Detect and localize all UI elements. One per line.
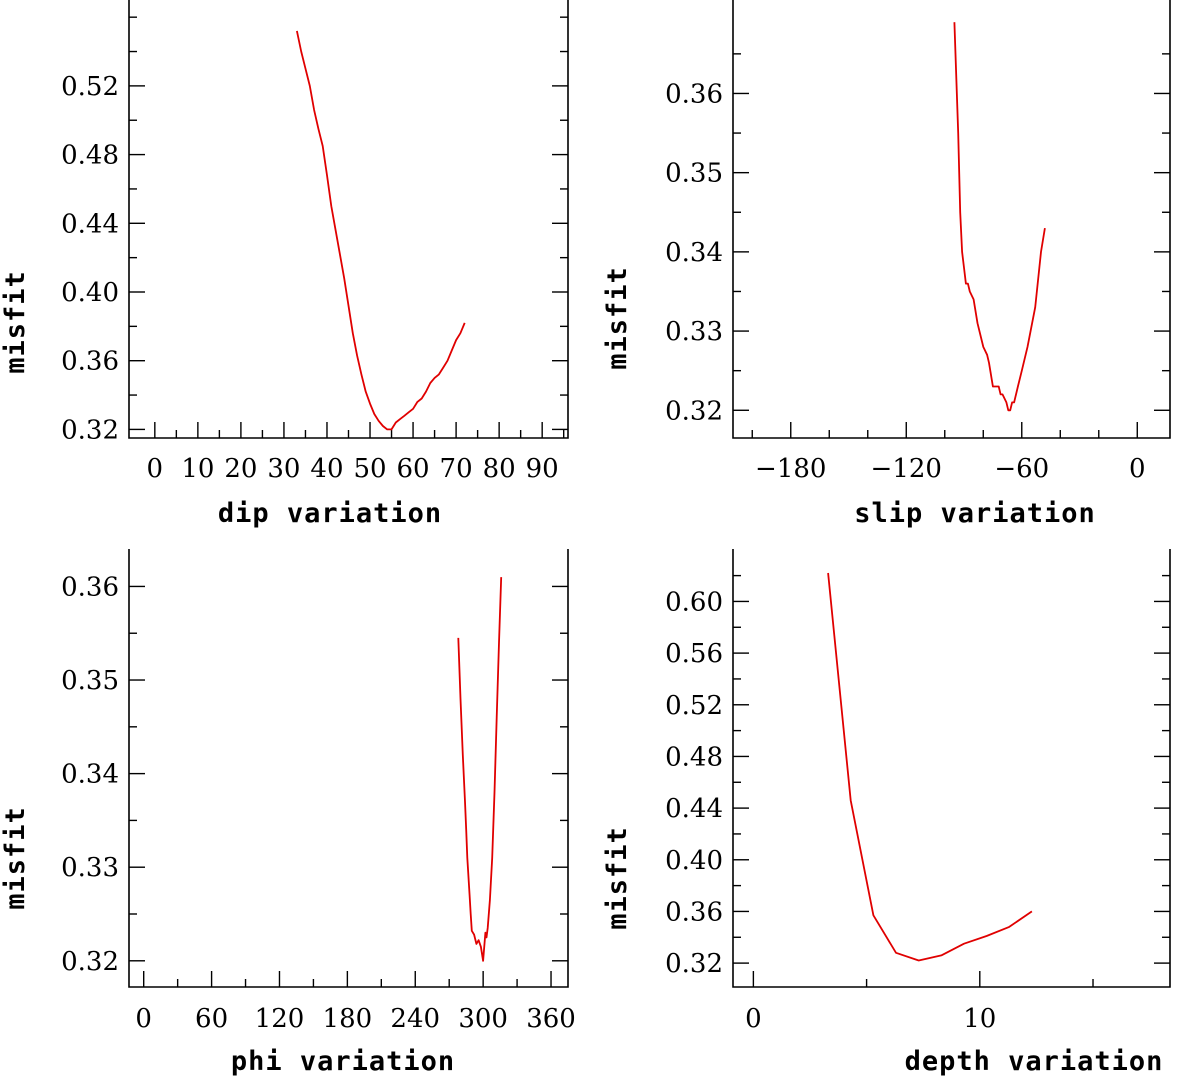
chart-1-y-axis-title: misfit	[602, 266, 633, 370]
chart-1-y-tick-label: 0.32	[665, 396, 723, 426]
chart-3-x-axis-title: depth variation	[905, 1046, 1164, 1077]
chart-0-y-tick-label: 0.32	[61, 415, 119, 445]
chart-0-x-tick-label: 70	[440, 454, 473, 484]
chart-3-y-tick-label: 0.40	[665, 846, 723, 876]
chart-3-y-tick-label: 0.48	[665, 742, 723, 772]
chart-0-x-tick-label: 60	[397, 454, 430, 484]
chart-0-series-line	[296, 30, 466, 431]
chart-1-x-tick-label: −60	[994, 454, 1049, 484]
chart-1-y-tick-label: 0.36	[665, 79, 723, 109]
chart-0-x-tick-label: 10	[181, 454, 214, 484]
dip-panel: 0 10 20 30 40 50 60 70 80 90 0.32 0.36 0.40 0.44 0.48 0…	[0, 0, 569, 529]
chart-0-y-tick-label: 0.36	[61, 347, 119, 377]
chart-3-x-tick-label: 0	[745, 1004, 762, 1034]
chart-3-series-line	[827, 572, 1033, 962]
chart-1-x-tick-label: 0	[1129, 454, 1146, 484]
chart-0-y-tick-label: 0.40	[61, 278, 119, 308]
chart-2-x-axis-title: phi variation	[231, 1046, 455, 1077]
chart-2-y-axis-title: misfit	[0, 806, 31, 910]
phi-panel: 0 60 120 180 240 300 360 0.32 0.33 0.34 0.35 0.36 ph…	[0, 549, 576, 1077]
chart-3-y-tick-label: 0.36	[665, 897, 723, 927]
chart-2-x-tick-label: 60	[195, 1004, 228, 1034]
chart-0-x-tick-label: 40	[310, 454, 343, 484]
chart-2-frame	[128, 549, 569, 988]
chart-1-x-tick-label: −120	[871, 454, 942, 484]
chart-2-x-tick-label: 360	[526, 1004, 576, 1034]
chart-2-y-tick-label: 0.33	[61, 853, 119, 883]
chart-1-x-axis-title: slip variation	[854, 498, 1096, 529]
chart-0-x-tick-label: 30	[267, 454, 300, 484]
chart-0-x-tick-label: 80	[483, 454, 516, 484]
chart-1-y-tick-label: 0.35	[665, 159, 723, 189]
chart-2-y-tick-label: 0.36	[61, 572, 119, 602]
chart-2-x-tick-label: 300	[458, 1004, 508, 1034]
chart-0-y-tick-label: 0.44	[61, 209, 119, 239]
chart-2-y-tick-label: 0.32	[61, 947, 119, 977]
chart-0-x-tick-label: 20	[224, 454, 257, 484]
chart-2-x-tick-label: 0	[135, 1004, 152, 1034]
chart-3-y-axis-title: misfit	[602, 826, 633, 930]
chart-2-x-tick-label: 120	[255, 1004, 305, 1034]
chart-0-frame	[128, 0, 569, 439]
chart-2-x-tick-label: 180	[323, 1004, 373, 1034]
chart-2-x-tick-label: 240	[390, 1004, 440, 1034]
chart-3-y-tick-label: 0.44	[665, 794, 723, 824]
chart-0-x-tick-label: 0	[147, 454, 164, 484]
chart-0-y-tick-label: 0.48	[61, 141, 119, 171]
chart-2-y-tick-label: 0.35	[61, 666, 119, 696]
chart-0-x-axis-title: dip variation	[218, 498, 442, 529]
chart-0-x-tick-label: 90	[526, 454, 559, 484]
chart-1-x-tick-label: −180	[755, 454, 826, 484]
chart-1-y-tick-label: 0.33	[665, 317, 723, 347]
chart-2-y-tick-label: 0.34	[61, 760, 119, 790]
chart-0-y-tick-label: 0.52	[61, 72, 119, 102]
chart-1-series-line	[953, 22, 1046, 412]
chart-1-frame	[732, 0, 1171, 439]
chart-3-y-tick-label: 0.32	[665, 949, 723, 979]
slip-panel: −180 −120 −60 0 0.32 0.33 0.34 0.35 0.36 slip var…	[602, 0, 1171, 529]
chart-3-y-tick-label: 0.56	[665, 639, 723, 669]
depth-panel: 0 10 0.32 0.36 0.40 0.44 0.48 0.52 0.56 0.60 depth…	[602, 549, 1171, 1077]
chart-3-y-tick-label: 0.52	[665, 691, 723, 721]
chart-3-y-tick-label: 0.60	[665, 587, 723, 617]
chart-2-series-line	[457, 577, 503, 962]
chart-0-x-tick-label: 50	[353, 454, 386, 484]
chart-3-x-tick-label: 10	[963, 1004, 996, 1034]
chart-3-frame	[732, 549, 1171, 988]
chart-1-y-tick-label: 0.34	[665, 238, 723, 268]
chart-0-y-axis-title: misfit	[0, 270, 31, 374]
